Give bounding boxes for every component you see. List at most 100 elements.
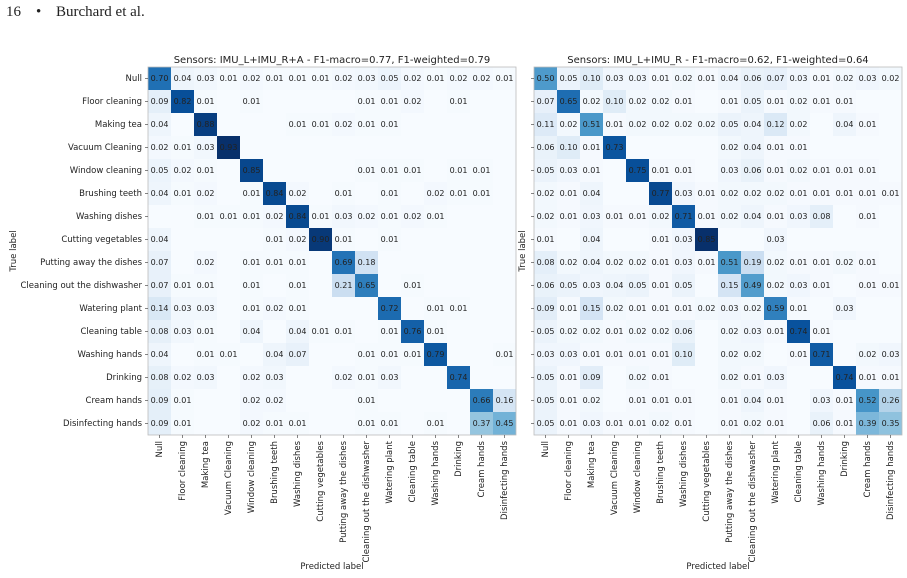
cell-label: 0.01 — [767, 97, 785, 106]
cell — [286, 343, 309, 366]
cell — [741, 113, 764, 136]
cell-label: 0.01 — [560, 304, 578, 313]
cell-label: 0.07 — [537, 97, 555, 106]
cell-label: 0.01 — [767, 419, 785, 428]
cell-label: 0.02 — [767, 189, 785, 198]
cell-label: 0.02 — [243, 396, 261, 405]
cell-label: 0.76 — [404, 327, 422, 336]
cell-label: 0.01 — [652, 235, 670, 244]
cell — [534, 228, 557, 251]
cell-label: 0.01 — [652, 281, 670, 290]
cell-label: 0.01 — [243, 189, 261, 198]
cell — [856, 366, 879, 389]
cell — [580, 297, 603, 320]
cell — [240, 159, 263, 182]
cell-label: 0.01 — [583, 143, 601, 152]
cell-label: 0.01 — [197, 281, 215, 290]
cell — [764, 412, 787, 435]
x-tick-label: Cleaning table — [408, 441, 418, 503]
cell-label: 0.03 — [721, 166, 739, 175]
cell-label: 0.01 — [606, 212, 624, 221]
cell-label: 0.79 — [427, 350, 445, 359]
cell-label: 0.04 — [721, 74, 739, 83]
cell-label: 0.01 — [767, 166, 785, 175]
cell-label: 0.01 — [174, 281, 192, 290]
x-tick-label: Cream hands — [863, 440, 873, 497]
cell-label: 0.01 — [721, 419, 739, 428]
separator: • — [36, 4, 42, 20]
cell-label: 0.01 — [583, 166, 601, 175]
cell — [194, 182, 217, 205]
cell-label: 0.03 — [583, 212, 601, 221]
cell-label: 0.02 — [721, 350, 739, 359]
cell — [695, 205, 718, 228]
cell-label: 0.03 — [358, 74, 376, 83]
cell — [787, 251, 810, 274]
cell-label: 0.03 — [537, 350, 555, 359]
cell-label: 0.01 — [652, 74, 670, 83]
cell-label: 0.01 — [560, 189, 578, 198]
cell — [787, 274, 810, 297]
cell-label: 0.01 — [358, 166, 376, 175]
cell — [557, 159, 580, 182]
cell — [470, 182, 493, 205]
cell — [534, 389, 557, 412]
cell-label: 0.08 — [151, 373, 169, 382]
cell-label: 0.04 — [151, 189, 169, 198]
cell — [718, 67, 741, 90]
cell-label: 0.03 — [790, 212, 808, 221]
cell-label: 0.04 — [583, 258, 601, 267]
cell-label: 0.01 — [560, 212, 578, 221]
cell — [810, 320, 833, 343]
cell — [580, 90, 603, 113]
cell — [833, 182, 856, 205]
cell-label: 0.02 — [767, 258, 785, 267]
cell-label: 0.11 — [537, 120, 555, 129]
cell-label: 0.01 — [560, 373, 578, 382]
cell-label: 0.05 — [151, 166, 169, 175]
cell — [741, 136, 764, 159]
cell — [695, 297, 718, 320]
cell — [171, 320, 194, 343]
cell — [240, 251, 263, 274]
cell — [148, 366, 171, 389]
y-tick-label: Washing dishes — [76, 212, 143, 222]
cell — [879, 182, 902, 205]
cell-label: 0.01 — [698, 258, 716, 267]
x-tick-label: Making tea — [587, 441, 597, 488]
cell — [856, 274, 879, 297]
cell — [649, 389, 672, 412]
cell — [286, 251, 309, 274]
cell-label: 0.01 — [859, 258, 877, 267]
cell — [626, 297, 649, 320]
cell — [603, 320, 626, 343]
x-tick-label: Cutting vegetables — [702, 440, 712, 521]
cell-label: 0.03 — [744, 327, 762, 336]
cell — [194, 297, 217, 320]
cell — [649, 320, 672, 343]
cell-label: 0.01 — [335, 189, 353, 198]
cell-label: 0.01 — [675, 304, 693, 313]
cell — [649, 366, 672, 389]
cell — [764, 136, 787, 159]
cell-label: 0.01 — [381, 166, 399, 175]
cell — [263, 251, 286, 274]
cell — [557, 182, 580, 205]
cell-label: 0.01 — [335, 327, 353, 336]
cell-label: 0.04 — [583, 189, 601, 198]
cell — [332, 251, 355, 274]
cell — [603, 274, 626, 297]
cell-label: 0.02 — [335, 120, 353, 129]
cell-label: 0.01 — [220, 74, 238, 83]
cell-label: 0.02 — [537, 212, 555, 221]
cell — [332, 182, 355, 205]
y-tick-label: Floor cleaning — [82, 97, 142, 107]
cell — [355, 159, 378, 182]
cell — [424, 343, 447, 366]
cell-label: 0.01 — [836, 419, 854, 428]
cell-label: 0.01 — [197, 212, 215, 221]
cell — [286, 182, 309, 205]
cell-label: 0.01 — [583, 350, 601, 359]
cell — [557, 366, 580, 389]
cell-label: 0.01 — [496, 350, 514, 359]
